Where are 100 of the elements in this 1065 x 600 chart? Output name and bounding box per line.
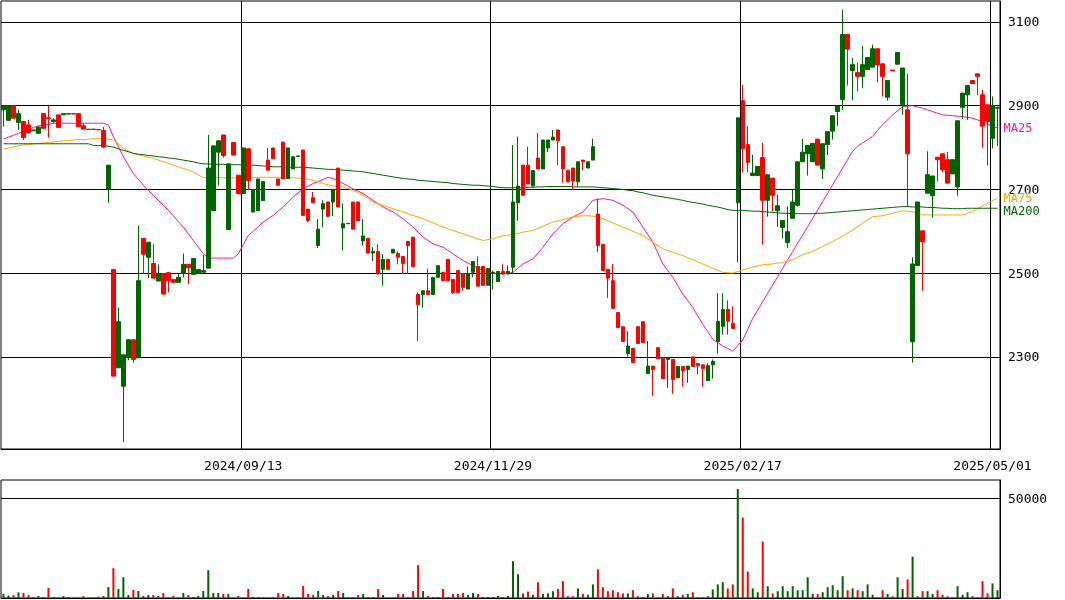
candlestick xyxy=(426,268,430,295)
candlestick xyxy=(361,218,365,247)
bar xyxy=(771,593,774,598)
bar xyxy=(586,594,589,598)
bar xyxy=(931,594,934,598)
bar xyxy=(821,592,824,598)
candlestick xyxy=(131,339,136,364)
candlestick xyxy=(111,268,116,377)
candlestick xyxy=(11,105,16,119)
line-series xyxy=(3,105,998,352)
bar xyxy=(357,595,360,598)
candlestick xyxy=(885,80,890,102)
bar xyxy=(616,592,619,598)
bar xyxy=(442,589,445,598)
candlestick xyxy=(386,258,390,270)
bar xyxy=(472,593,475,598)
candlestick xyxy=(331,188,335,217)
bar xyxy=(596,569,599,598)
bar xyxy=(332,595,335,598)
bar xyxy=(731,584,734,598)
bar xyxy=(137,591,140,598)
bar xyxy=(896,577,899,598)
bar xyxy=(342,593,345,598)
candlestick xyxy=(141,237,146,275)
bar xyxy=(551,591,554,598)
candlestick xyxy=(531,170,535,187)
bar xyxy=(846,590,849,598)
candlestick xyxy=(835,105,840,127)
bar xyxy=(222,594,225,598)
bar xyxy=(307,594,310,598)
candlestick xyxy=(271,147,275,160)
bar xyxy=(227,594,230,598)
candlestick xyxy=(651,365,655,397)
candlestick xyxy=(466,265,470,290)
bar xyxy=(801,590,804,598)
bar xyxy=(791,586,794,598)
candlestick xyxy=(391,248,395,254)
candlestick xyxy=(815,138,820,166)
bar xyxy=(382,595,385,598)
bar xyxy=(282,594,285,598)
candlestick xyxy=(311,191,315,204)
candlestick xyxy=(556,129,560,166)
candlestick xyxy=(156,263,161,282)
candlestick xyxy=(970,80,975,84)
candlestick xyxy=(366,237,370,254)
bar xyxy=(17,592,20,598)
bar xyxy=(217,593,220,598)
bar xyxy=(716,584,719,598)
candlestick xyxy=(666,357,670,389)
bar xyxy=(12,595,15,598)
bar xyxy=(27,595,30,598)
bar xyxy=(207,570,210,598)
bar xyxy=(22,593,25,598)
bar xyxy=(856,590,859,598)
candlestick xyxy=(760,142,765,246)
candlestick xyxy=(56,114,61,128)
candlestick xyxy=(975,73,980,96)
bar xyxy=(651,593,654,598)
candlestick xyxy=(626,330,630,357)
bar xyxy=(187,595,190,598)
bar xyxy=(921,591,924,598)
candlestick xyxy=(471,260,475,278)
candlestick xyxy=(676,366,680,379)
bar xyxy=(806,577,809,598)
bar xyxy=(871,594,874,598)
bar xyxy=(541,594,544,598)
bar xyxy=(726,588,729,598)
bar xyxy=(781,586,784,598)
bar xyxy=(581,594,584,598)
candlestick xyxy=(506,265,510,275)
bar xyxy=(966,592,969,598)
bar xyxy=(936,590,939,598)
bar xyxy=(711,589,714,598)
bar xyxy=(911,556,914,598)
candlestick xyxy=(241,147,246,195)
candlestick xyxy=(181,252,186,278)
candlestick xyxy=(136,224,141,359)
x-tick-label: 2024/11/29 xyxy=(453,458,533,473)
bar xyxy=(412,591,415,598)
bar xyxy=(961,594,964,598)
bar xyxy=(901,589,904,598)
candlestick xyxy=(91,128,96,131)
bar xyxy=(302,586,305,598)
bar xyxy=(117,589,120,598)
bar xyxy=(521,593,524,598)
bar xyxy=(277,593,280,598)
bar xyxy=(601,587,604,598)
candlestick xyxy=(591,138,595,161)
bar xyxy=(462,593,465,598)
candlestick xyxy=(686,365,690,384)
bar xyxy=(841,576,844,598)
bar xyxy=(2,594,5,598)
candlestick xyxy=(16,109,21,131)
series-label: MA200 xyxy=(1003,204,1040,219)
bar xyxy=(986,593,989,598)
bar xyxy=(886,594,889,598)
bar xyxy=(991,583,994,598)
bar xyxy=(766,586,769,598)
bar xyxy=(861,591,864,598)
y-tick-label: 3100 xyxy=(1008,14,1040,30)
